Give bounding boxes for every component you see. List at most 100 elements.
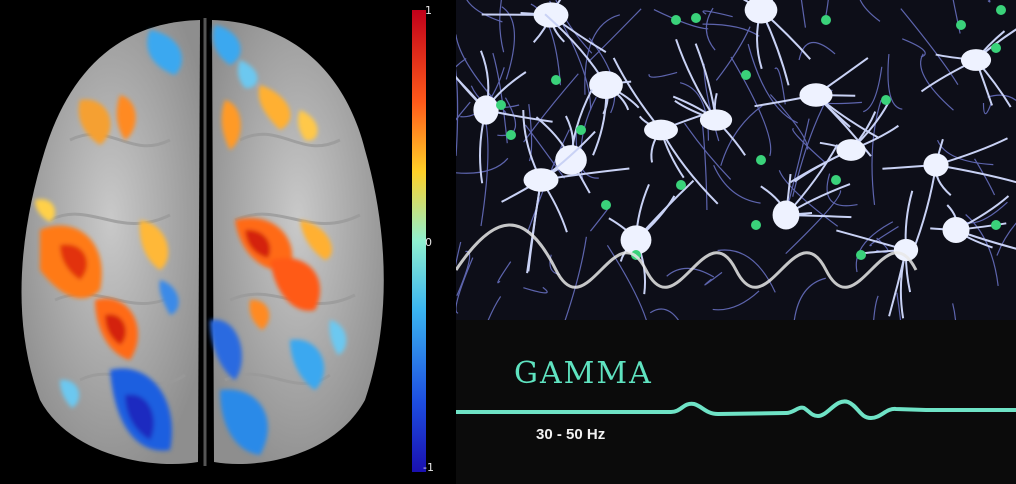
dendrite-fiber — [713, 165, 761, 204]
dendrite-fiber — [792, 127, 826, 163]
gamma-waveform — [456, 399, 1016, 421]
neuron-soma — [923, 153, 949, 177]
dendrite-fiber — [666, 267, 715, 278]
marker-dot — [691, 13, 701, 23]
dendrite-fiber — [717, 249, 776, 293]
dendrite-fiber — [456, 57, 467, 68]
dendrite-fiber — [683, 122, 732, 180]
dendrite-fiber — [704, 271, 723, 286]
dendrite-fiber — [987, 0, 991, 3]
marker-dot — [991, 43, 1001, 53]
neuron-soma — [523, 168, 559, 192]
dendrite-fiber — [528, 104, 533, 162]
dendrite-fiber — [702, 23, 760, 37]
neuron-soma — [799, 83, 833, 107]
neuron-soma — [620, 225, 652, 255]
dendrite-fiber — [974, 158, 996, 196]
dendrite-fiber — [774, 67, 786, 105]
dendrite-fiber — [712, 290, 760, 311]
dendrite-fiber — [456, 257, 474, 314]
neuron-network-illustration — [456, 0, 1016, 320]
colorbar-mid-label: 0 — [425, 236, 432, 249]
dendrite-fiber — [524, 124, 565, 179]
brain-activation-panel: 1 0 -1 — [0, 0, 456, 484]
marker-dot — [676, 180, 686, 190]
marker-dot — [751, 220, 761, 230]
dendrite-fiber — [701, 120, 708, 211]
marker-dot — [856, 250, 866, 260]
marker-dot — [881, 95, 891, 105]
dendrite-fiber — [720, 105, 763, 166]
marker-dot — [576, 125, 586, 135]
gamma-title: GAMMA — [514, 356, 653, 391]
dendrite-fiber — [456, 157, 509, 174]
marker-dot — [496, 100, 506, 110]
marker-dot — [956, 20, 966, 30]
neuron-soma — [836, 139, 866, 161]
dendrite-fiber — [523, 73, 579, 143]
dendrite-fiber — [982, 103, 992, 115]
marker-dot — [756, 155, 766, 165]
neuron-soma — [744, 0, 778, 24]
dendrite-fiber — [456, 67, 459, 156]
dendrite-fiber — [702, 10, 733, 18]
dendrite-fiber — [456, 250, 471, 296]
dendrite-fiber — [705, 7, 716, 51]
neuron-soma — [960, 49, 992, 71]
dendrite-fiber — [920, 53, 954, 111]
dendrite-fiber — [487, 296, 502, 320]
dendrite-fiber — [564, 236, 587, 320]
dendrite-fiber — [987, 94, 1016, 102]
dendrite-fiber — [501, 6, 515, 80]
dendrite-fiber — [606, 245, 647, 320]
dendrite-fiber — [648, 71, 678, 78]
gamma-wave-panel: GAMMA 30 - 50 Hz — [456, 320, 1016, 484]
dendrite-fiber — [730, 56, 772, 157]
marker-dot — [601, 200, 611, 210]
dendrite-fiber — [873, 295, 879, 320]
dendrite-fiber — [587, 8, 642, 63]
brain-activation-map — [21, 10, 426, 472]
neuron-network-panel — [456, 0, 1016, 320]
dendrite-fiber — [497, 261, 512, 284]
dendrite-fiber — [480, 117, 489, 227]
marker-dot — [821, 15, 831, 25]
dendrite-fiber — [826, 173, 858, 207]
dendrite-fiber — [778, 170, 839, 227]
dendrite-fiber — [859, 0, 881, 22]
dendrite-fiber — [793, 277, 826, 320]
dendrite-fiber — [862, 66, 883, 113]
dendrite-fiber — [952, 303, 957, 320]
dendrite-fiber — [965, 214, 999, 286]
neuron-soma — [533, 2, 569, 28]
marker-dot — [831, 175, 841, 185]
marker-dot — [671, 15, 681, 25]
marker-dot — [551, 75, 561, 85]
dendrite-fiber — [523, 286, 548, 294]
dendrite-fiber — [936, 139, 994, 166]
dendrite-fiber — [466, 0, 503, 23]
neuron-soma — [942, 217, 970, 243]
dendrite-fiber — [580, 96, 597, 182]
dendrite-fiber — [492, 52, 508, 144]
neuron-soma — [555, 145, 587, 175]
dendrite-fiber — [798, 42, 836, 61]
dendrite-fiber — [902, 38, 926, 58]
neuron-soma — [699, 109, 733, 131]
dendrite-fiber — [896, 292, 902, 320]
gamma-frequency: 30 - 50 Hz — [536, 426, 606, 443]
sine-wave — [456, 223, 918, 289]
dendrite-fiber — [530, 3, 562, 86]
neuron-soma — [644, 119, 678, 141]
neuron-soma — [893, 238, 919, 262]
dendrite-fiber — [653, 9, 709, 30]
neuron-soma — [589, 70, 623, 100]
dendrite-fiber — [456, 241, 462, 267]
dendrite-fiber — [869, 225, 899, 247]
dendrite-fiber — [900, 8, 959, 85]
marker-dot — [996, 5, 1006, 15]
dendrite-fiber — [649, 308, 679, 320]
dendrite-fiber — [996, 222, 1016, 256]
neuron-soma — [772, 200, 800, 230]
dendrite-fiber — [584, 14, 620, 95]
